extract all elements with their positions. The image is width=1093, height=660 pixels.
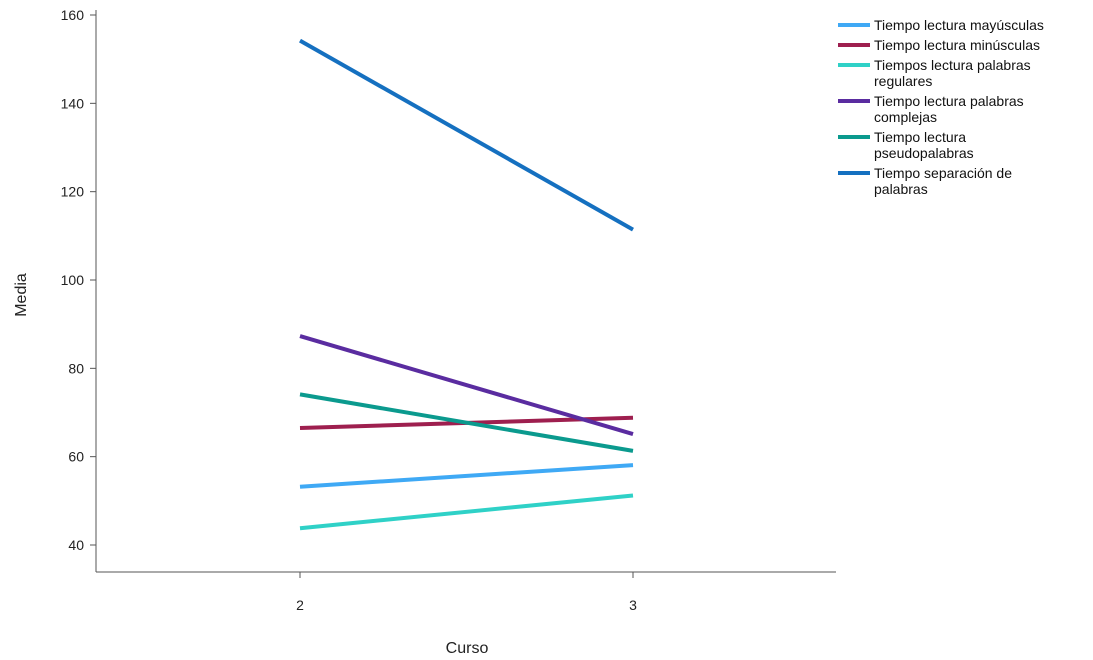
legend-label-line: regulares	[874, 73, 932, 89]
legend-label-line: Tiempo separación de	[874, 165, 1012, 181]
y-tick-label: 80	[68, 360, 84, 376]
y-tick-label: 40	[68, 537, 84, 553]
legend-label-line: Tiempo lectura minúsculas	[874, 37, 1040, 53]
legend: Tiempo lectura mayúsculas Tiempo lectura …	[838, 17, 1044, 197]
y-tick-label: 140	[61, 95, 85, 111]
legend-entry-label: Tiempos lectura palabras regulares	[874, 57, 1031, 89]
x-tick-label: 2	[296, 597, 304, 613]
series-line-6	[299, 38, 634, 232]
y-tick-label: 100	[61, 272, 85, 288]
legend-entry-label: Tiempo lectura mayúsculas	[874, 17, 1044, 33]
legend-label-line: Tiempo lectura palabras	[874, 93, 1024, 109]
legend-label-line: Tiempo lectura mayúsculas	[874, 17, 1044, 33]
y-axis: 40 60 80 100 120 140 160	[61, 7, 97, 572]
legend-entry-label: Tiempo lectura minúsculas	[874, 37, 1040, 53]
y-tick-label: 120	[61, 184, 85, 200]
legend-entry-label: Tiempo separación de palabras	[874, 165, 1012, 197]
legend-entry-label: Tiempo lectura pseudopalabras	[874, 129, 974, 161]
legend-label-line: palabras	[874, 181, 928, 197]
y-axis-title: Media	[13, 273, 30, 317]
legend-label-line: Tiempo lectura	[874, 129, 966, 145]
x-axis-title: Curso	[446, 640, 489, 657]
series-line-4	[299, 334, 634, 437]
legend-label-line: Tiempos lectura palabras	[874, 57, 1031, 73]
legend-label-line: complejas	[874, 109, 937, 125]
series-line-3	[299, 493, 634, 531]
y-tick-label: 60	[68, 449, 84, 465]
legend-label-line: pseudopalabras	[874, 145, 974, 161]
series-line-5	[299, 392, 634, 453]
series-lines	[299, 38, 634, 531]
legend-entry-label: Tiempo lectura palabras complejas	[874, 93, 1024, 125]
series-line-1	[299, 463, 634, 489]
y-tick-label: 160	[61, 7, 85, 23]
x-tick-label: 3	[629, 597, 637, 613]
